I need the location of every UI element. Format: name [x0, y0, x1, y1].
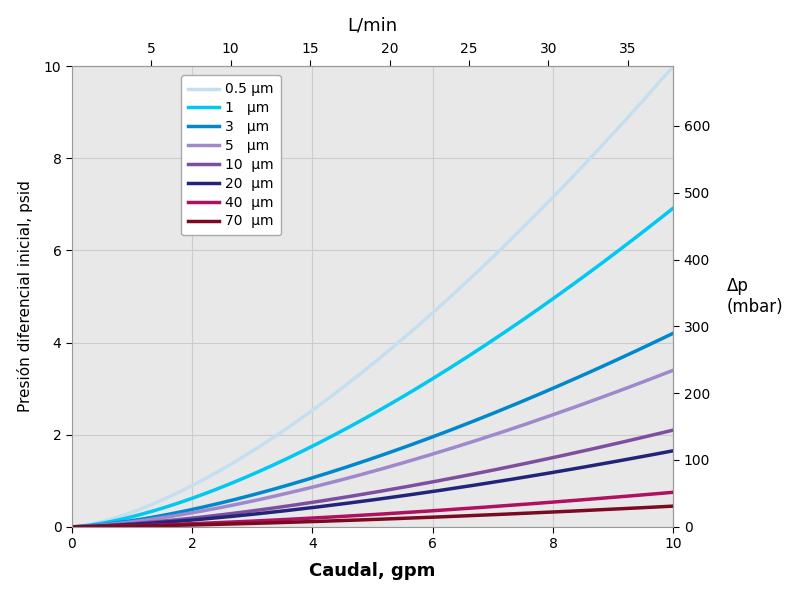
10  μm — [540, 456, 550, 463]
3   μm — [478, 414, 487, 421]
20  μm — [624, 456, 634, 463]
Line: 3   μm: 3 μm — [72, 333, 674, 527]
70  μm — [67, 523, 77, 530]
1   μm — [574, 276, 583, 284]
Legend: 0.5 μm, 1   μm, 3   μm, 5   μm, 10  μm, 20  μm, 40  μm, 70  μm: 0.5 μm, 1 μm, 3 μm, 5 μm, 10 μm, 20 μm, … — [181, 75, 281, 235]
40  μm — [309, 515, 318, 522]
1   μm — [329, 432, 338, 439]
70  μm — [669, 503, 678, 510]
10  μm — [624, 437, 634, 444]
40  μm — [329, 513, 338, 521]
70  μm — [329, 517, 338, 524]
1   μm — [309, 442, 318, 450]
40  μm — [540, 499, 550, 506]
20  μm — [540, 470, 550, 478]
40  μm — [574, 497, 583, 504]
40  μm — [624, 493, 634, 500]
0.5 μm — [478, 264, 487, 271]
40  μm — [67, 523, 77, 530]
10  μm — [669, 426, 678, 433]
Line: 70  μm: 70 μm — [72, 506, 674, 527]
70  μm — [309, 518, 318, 525]
Line: 0.5 μm: 0.5 μm — [72, 66, 674, 527]
1   μm — [669, 205, 678, 212]
1   μm — [67, 523, 77, 530]
3   μm — [574, 374, 583, 381]
20  μm — [309, 504, 318, 511]
3   μm — [67, 523, 77, 530]
3   μm — [669, 330, 678, 337]
20  μm — [478, 481, 487, 488]
Line: 10  μm: 10 μm — [72, 430, 674, 527]
10  μm — [574, 448, 583, 456]
0.5 μm — [309, 406, 318, 413]
1   μm — [540, 301, 550, 308]
20  μm — [574, 464, 583, 472]
Y-axis label: Presión diferencial inicial, psid: Presión diferencial inicial, psid — [17, 180, 33, 413]
5   μm — [67, 523, 77, 530]
10  μm — [67, 523, 77, 530]
20  μm — [329, 501, 338, 509]
10  μm — [309, 498, 318, 506]
10  μm — [478, 469, 487, 476]
5   μm — [669, 367, 678, 374]
X-axis label: Caudal, gpm: Caudal, gpm — [310, 562, 436, 580]
40  μm — [478, 504, 487, 511]
0.5 μm — [67, 523, 77, 530]
1   μm — [624, 239, 634, 246]
40  μm — [669, 489, 678, 496]
Line: 20  μm: 20 μm — [72, 451, 674, 527]
20  μm — [669, 447, 678, 454]
70  μm — [478, 512, 487, 519]
1   μm — [478, 344, 487, 351]
Line: 5   μm: 5 μm — [72, 370, 674, 527]
70  μm — [574, 507, 583, 515]
10  μm — [329, 496, 338, 503]
Line: 1   μm: 1 μm — [72, 208, 674, 527]
3   μm — [309, 474, 318, 481]
Line: 40  μm: 40 μm — [72, 493, 674, 527]
5   μm — [478, 435, 487, 442]
5   μm — [574, 402, 583, 409]
20  μm — [67, 523, 77, 530]
70  μm — [624, 505, 634, 512]
0.5 μm — [624, 112, 634, 119]
0.5 μm — [540, 202, 550, 210]
3   μm — [329, 467, 338, 475]
3   μm — [624, 350, 634, 358]
5   μm — [540, 414, 550, 421]
3   μm — [540, 388, 550, 395]
0.5 μm — [669, 63, 678, 70]
5   μm — [329, 478, 338, 485]
5   μm — [309, 484, 318, 491]
0.5 μm — [329, 391, 338, 398]
5   μm — [624, 384, 634, 391]
70  μm — [540, 509, 550, 516]
0.5 μm — [574, 167, 583, 174]
